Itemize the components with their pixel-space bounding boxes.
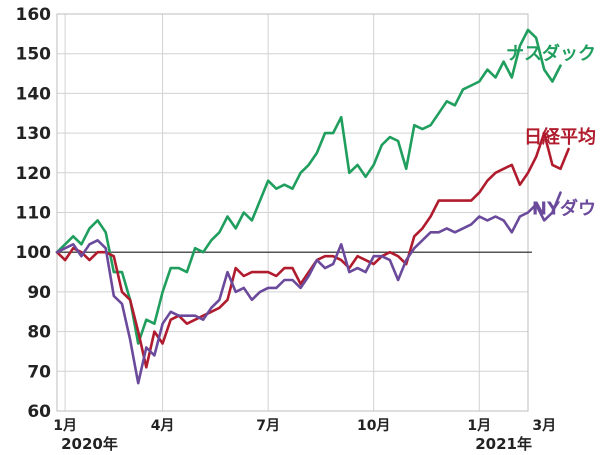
x-tick-label: 1月 xyxy=(53,418,77,434)
y-tick-label: 160 xyxy=(16,5,52,25)
x-tick-label: 10月 xyxy=(357,418,390,434)
y-tick-label: 130 xyxy=(16,124,52,144)
axes: 60 70 80 90 100 110 120 130 140 150 160 1月 4月 7月 10月 1月… xyxy=(16,5,557,453)
y-tick-label: 60 xyxy=(27,402,51,422)
y-tick-label: 80 xyxy=(27,323,51,343)
y-tick-label: 140 xyxy=(16,84,52,104)
series-line xyxy=(55,28,562,345)
series-label: 日経平均 xyxy=(524,126,596,148)
x-tick-label: 4月 xyxy=(151,418,175,434)
series-line xyxy=(55,191,562,385)
y-tick-label: 100 xyxy=(16,243,52,263)
series xyxy=(55,28,570,385)
x-tick-label: 7月 xyxy=(256,418,280,434)
y-tick-label: 150 xyxy=(16,45,52,65)
x-tick-label: 3月 xyxy=(532,418,556,434)
y-tick-label: 110 xyxy=(16,204,52,224)
series-label: NYダウ xyxy=(532,198,596,220)
y-tick-label: 120 xyxy=(16,164,52,184)
series-line xyxy=(55,131,570,369)
series-label: ナスダック xyxy=(506,43,596,65)
year-label: 2020年 xyxy=(61,435,118,453)
y-tick-label: 90 xyxy=(27,283,51,303)
x-tick-label: 1月 xyxy=(467,418,491,434)
y-tick-label: 70 xyxy=(27,362,51,382)
grid xyxy=(57,13,528,412)
year-label: 2021年 xyxy=(475,435,532,453)
